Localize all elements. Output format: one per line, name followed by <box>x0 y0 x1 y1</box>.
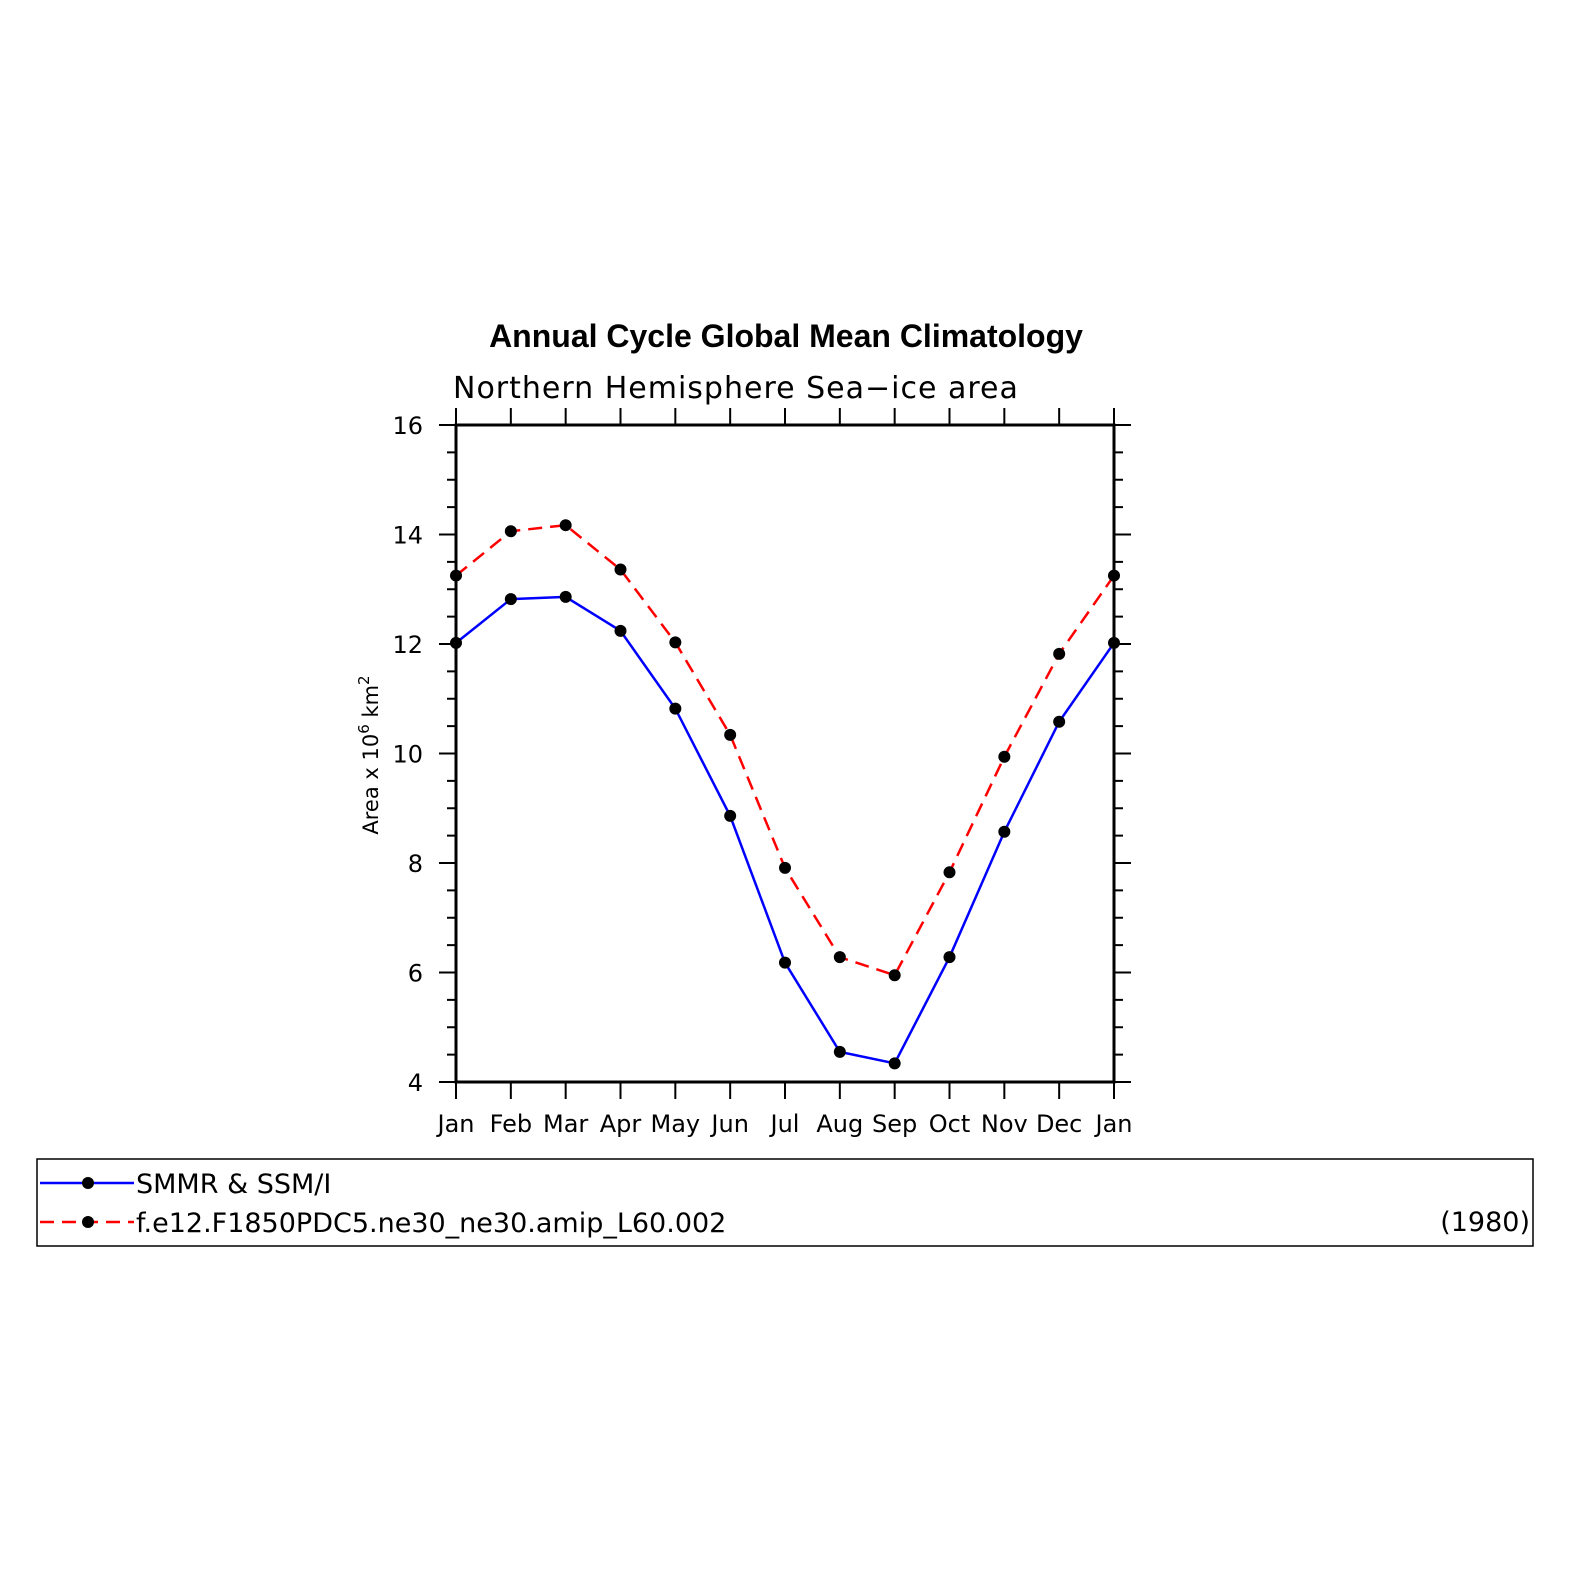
series-1-point <box>998 825 1011 838</box>
legend: (1980) SMMR & SSM/I f.e12.F1850PDC5.ne30_… <box>36 1158 1534 1247</box>
series-1-point <box>1053 715 1066 728</box>
series-2-point <box>504 525 517 538</box>
series-2-point <box>998 750 1011 763</box>
series-1-point <box>450 636 462 649</box>
y-axis-label-base: Area x 10 <box>359 734 383 835</box>
chart-title: Annual Cycle Global Mean Climatology <box>489 318 1083 354</box>
y-tick-label: 4 <box>408 1069 423 1097</box>
legend-note: (1980) <box>1440 1207 1530 1238</box>
series-1-point <box>1108 636 1120 649</box>
y-tick-label: 10 <box>392 741 423 769</box>
x-tick-label: Jul <box>769 1110 800 1138</box>
series-2-point <box>779 861 791 874</box>
legend-box <box>36 1158 1534 1247</box>
series-1-point <box>779 956 791 969</box>
series-2-point <box>1053 647 1066 660</box>
x-tick-label: Sep <box>872 1110 917 1138</box>
series-1-point <box>724 809 737 822</box>
y-axis-label: Area x 106 km2 <box>355 675 383 834</box>
chart-subtitle: Northern Hemisphere Sea−ice area <box>453 371 1019 406</box>
legend-label-2: f.e12.F1850PDC5.ne30_ne30.amip_L60.002 <box>136 1208 726 1239</box>
series-2-point <box>450 569 462 582</box>
x-tick-label: Mar <box>543 1110 588 1138</box>
x-tick-label: Nov <box>981 1110 1028 1138</box>
series-2-point <box>833 951 846 964</box>
series-2-point <box>888 969 901 982</box>
y-tick-label: 8 <box>408 850 423 878</box>
y-axis-label-exponent: 6 <box>355 724 373 734</box>
x-tick-label: May <box>651 1110 701 1138</box>
series-1-point <box>888 1057 901 1070</box>
y-axis-ticks: 4 6 8 10 12 14 16 <box>392 412 1131 1097</box>
series-2-point <box>559 519 572 532</box>
y-tick-label: 14 <box>392 522 423 550</box>
x-axis-ticks: Jan Feb Mar Apr May Jun Jul Aug Sep Oct Nov Dec Jan <box>436 408 1133 1138</box>
series-1-point <box>614 624 627 637</box>
legend-label-1: SMMR & SSM/I <box>136 1169 331 1200</box>
series-2-point <box>1108 569 1120 582</box>
x-tick-label: Apr <box>600 1110 642 1138</box>
x-tick-label: Oct <box>929 1110 971 1138</box>
x-tick-label: Jan <box>1094 1110 1133 1138</box>
series-1-point <box>833 1045 846 1058</box>
y-tick-label: 16 <box>392 412 423 440</box>
y-tick-label: 6 <box>408 960 423 988</box>
legend-marker-2 <box>82 1216 94 1228</box>
y-axis-label-unit-exponent: 2 <box>355 675 373 685</box>
x-tick-label: Feb <box>490 1110 533 1138</box>
legend-marker-1 <box>82 1177 94 1189</box>
y-tick-label: 12 <box>392 631 423 659</box>
series-2-point <box>724 728 737 741</box>
series-layer <box>450 519 1120 1070</box>
plot-frame <box>454 423 1116 1084</box>
x-tick-label: Jan <box>436 1110 475 1138</box>
series-2-point <box>614 563 627 576</box>
series-2-point <box>943 866 956 879</box>
x-tick-label: Aug <box>816 1110 863 1138</box>
series-1-point <box>669 702 682 715</box>
series-2-point <box>669 636 682 649</box>
x-tick-label: Jun <box>709 1110 749 1138</box>
plot-area-border <box>454 423 1116 1084</box>
x-tick-label: Dec <box>1036 1110 1082 1138</box>
series-1-point <box>504 593 517 606</box>
series-line-2 <box>455 523 1116 977</box>
y-axis-label-unit: km <box>359 685 383 724</box>
series-line-1 <box>455 595 1116 1065</box>
series-1-point <box>559 590 572 603</box>
series-1-point <box>943 951 956 964</box>
